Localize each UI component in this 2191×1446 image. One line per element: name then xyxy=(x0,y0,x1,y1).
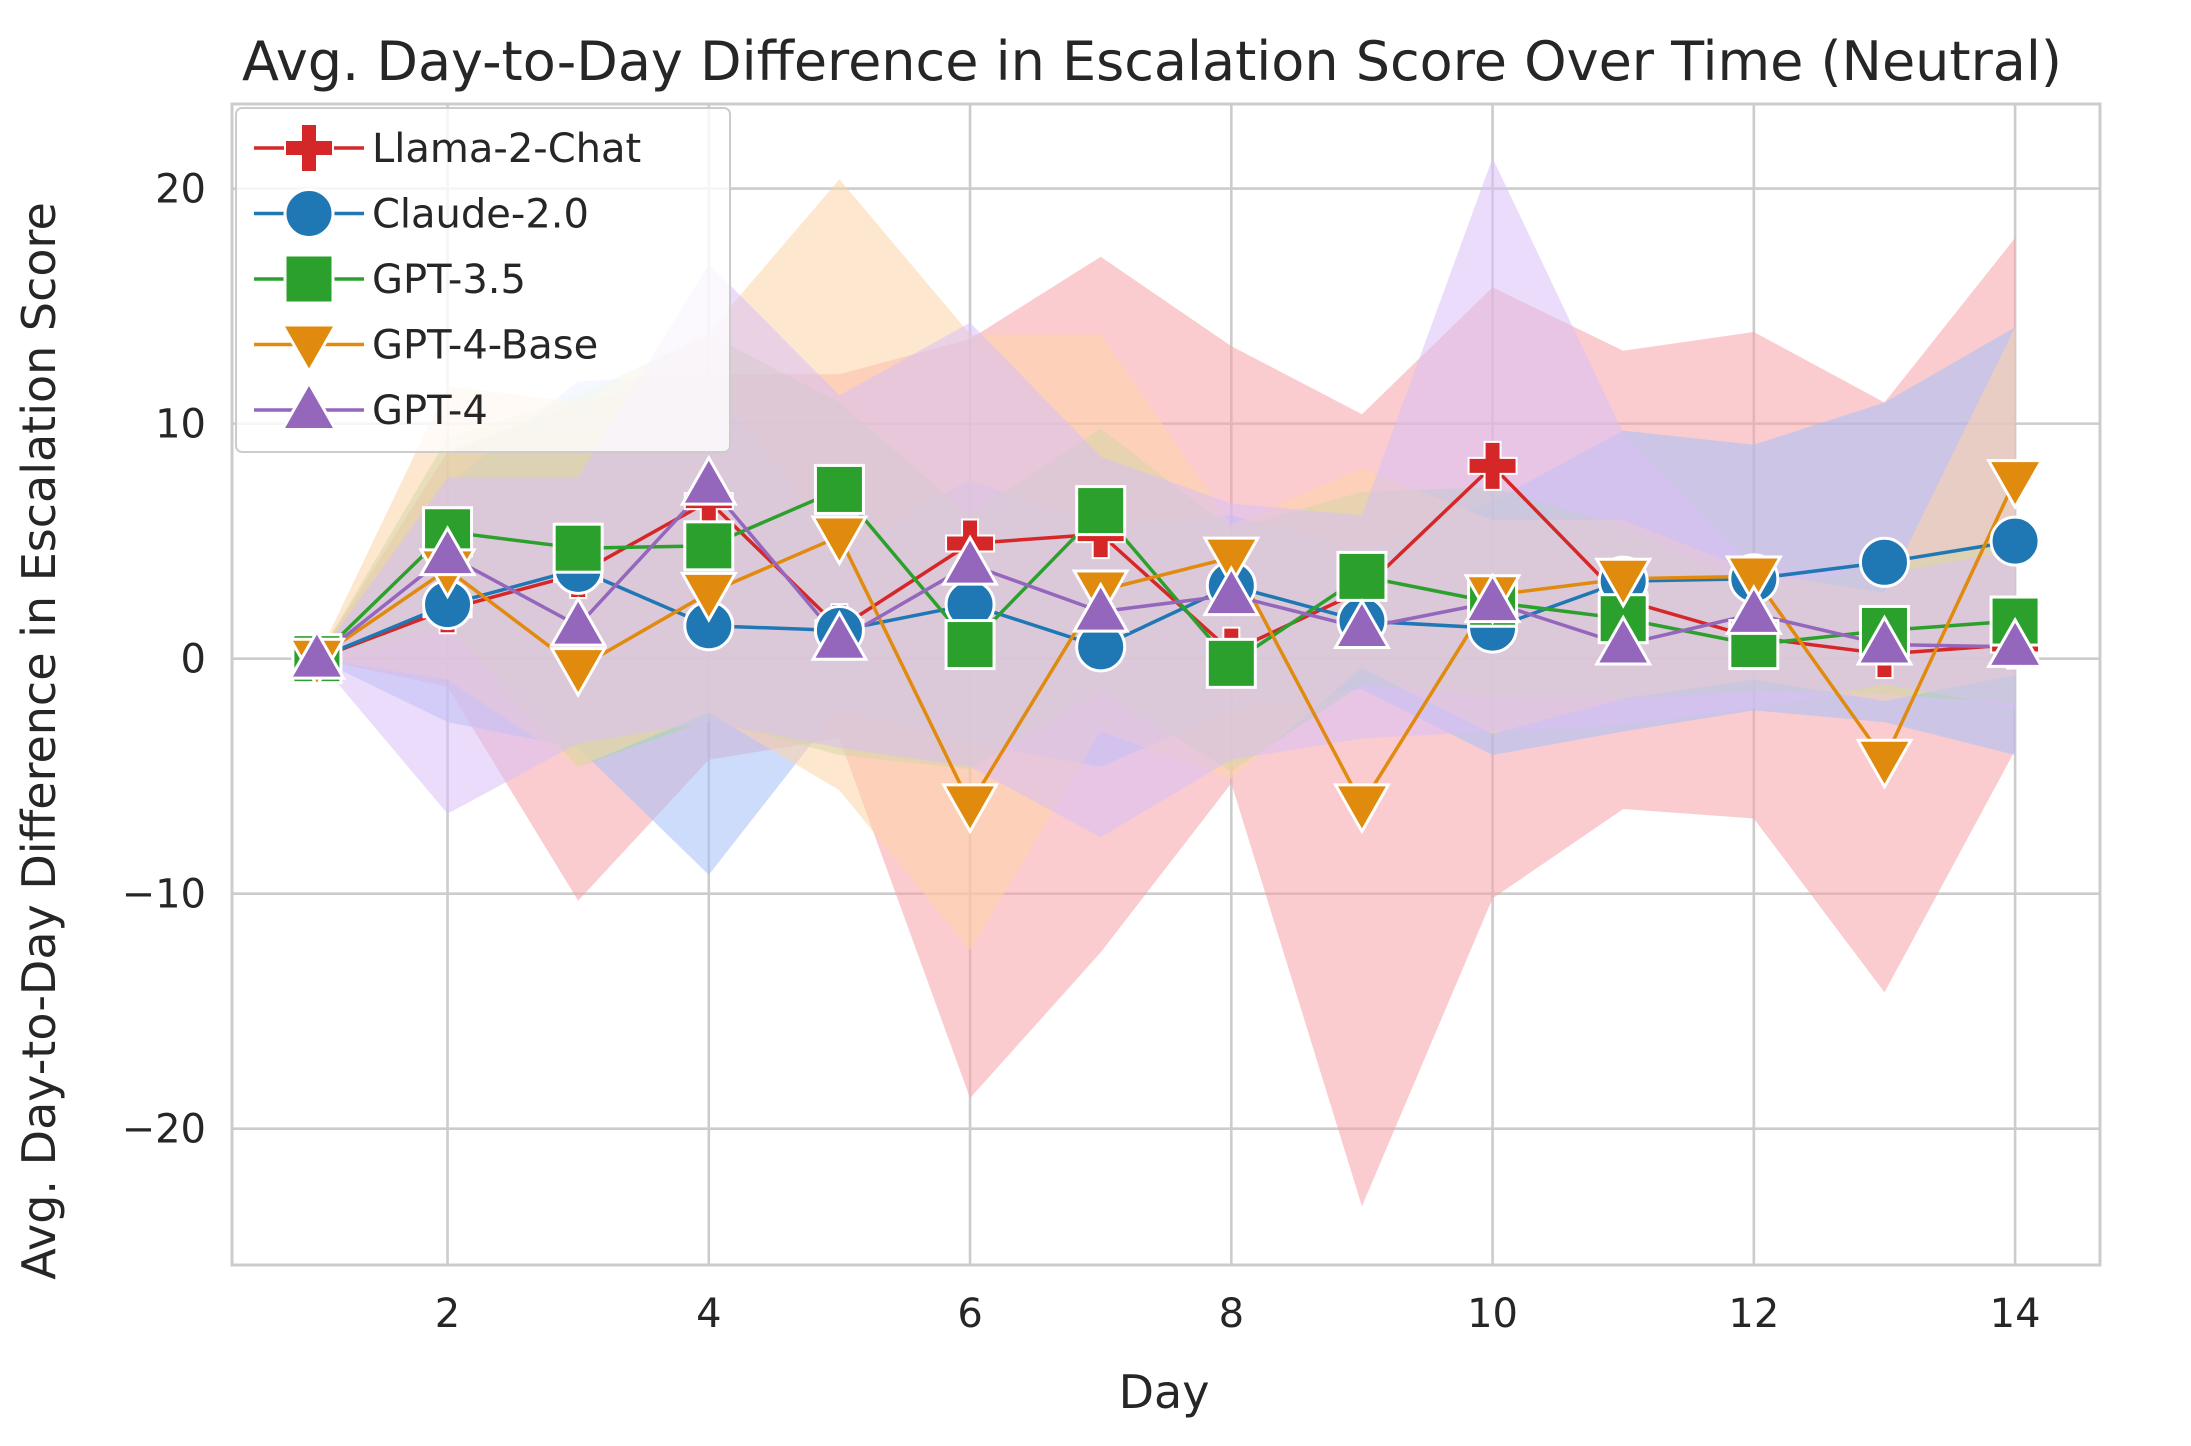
data-point-gpt-4 xyxy=(679,454,738,506)
legend-marker-gpt-3-5 xyxy=(283,253,335,305)
y-tick-label: −10 xyxy=(122,872,206,918)
legend: Llama-2-Chat Claude-2.0 GPT-3.5 GPT-4-Base G… xyxy=(235,107,731,453)
x-tick-label: 4 xyxy=(696,1291,721,1337)
data-point-gpt-3-5 xyxy=(813,463,865,515)
data-point-gpt-4-base xyxy=(549,647,608,699)
data-point-claude-2-0 xyxy=(1858,536,1910,588)
legend-label-gpt-4: GPT-4 xyxy=(372,388,488,434)
data-point-gpt-4-base xyxy=(941,783,1000,835)
data-point-gpt-4 xyxy=(1594,614,1653,666)
legend-marker-llama-2-chat xyxy=(284,123,334,173)
x-tick-label: 2 xyxy=(435,1291,460,1337)
legend-label-gpt-4-base: GPT-4-Base xyxy=(372,323,598,369)
x-axis-label: Day xyxy=(1119,1365,1210,1419)
data-point-gpt-4-base xyxy=(1202,536,1261,588)
chart-title: Avg. Day-to-Day Difference in Escalation… xyxy=(242,30,2062,93)
x-tick-label: 12 xyxy=(1728,1291,1779,1337)
data-point-gpt-4 xyxy=(549,595,608,647)
y-tick-label: −20 xyxy=(122,1107,206,1153)
y-tick-label: 0 xyxy=(181,637,206,683)
data-point-gpt-3-5 xyxy=(1075,485,1127,537)
data-point-gpt-4-base xyxy=(1594,557,1653,609)
legend-box xyxy=(235,107,731,453)
data-point-gpt-4 xyxy=(1332,598,1391,650)
data-point-gpt-4 xyxy=(1724,583,1783,635)
y-tick-labels: −20 −10 0 10 20 xyxy=(122,167,206,1153)
y-axis-label: Avg. Day-to-Day Difference in Escalation… xyxy=(12,202,66,1280)
data-point-gpt-4-base xyxy=(1855,738,1914,790)
series-markers xyxy=(287,440,2045,835)
data-point-gpt-4 xyxy=(810,609,869,661)
y-tick-label: 10 xyxy=(155,402,206,448)
data-point-gpt-4 xyxy=(1986,616,2045,668)
data-point-gpt-4 xyxy=(1463,572,1522,624)
legend-marker-gpt-4 xyxy=(279,379,339,431)
plot-frame xyxy=(230,102,2102,1267)
data-point-llama-2-chat xyxy=(1467,440,1518,491)
data-point-gpt-3-5 xyxy=(1336,550,1388,602)
legend-marker-claude-2-0 xyxy=(283,188,335,239)
data-point-gpt-4 xyxy=(1071,581,1130,633)
data-point-gpt-4-base xyxy=(1724,555,1783,607)
data-point-gpt-4 xyxy=(418,525,477,577)
data-point-gpt-4-base xyxy=(679,571,738,623)
data-point-gpt-4 xyxy=(1202,565,1261,617)
data-point-gpt-3-5 xyxy=(552,522,604,574)
x-tick-label: 10 xyxy=(1467,1291,1518,1337)
data-point-gpt-4-base xyxy=(1332,783,1391,835)
data-point-gpt-4 xyxy=(1855,614,1914,666)
legend-label-llama-2-chat: Llama-2-Chat xyxy=(372,126,641,172)
x-tick-label: 6 xyxy=(957,1291,982,1337)
data-point-gpt-4 xyxy=(941,534,1000,586)
data-point-gpt-3-5 xyxy=(683,520,735,572)
data-point-gpt-4-base xyxy=(810,515,869,567)
legend-label-gpt-3-5: GPT-3.5 xyxy=(372,257,526,303)
y-tick-label: 20 xyxy=(155,167,206,213)
legend-marker-gpt-4-base xyxy=(279,323,339,375)
x-tick-label: 14 xyxy=(1990,1291,2041,1337)
data-point-gpt-4 xyxy=(287,628,346,680)
x-tick-label: 8 xyxy=(1219,1291,1244,1337)
data-point-gpt-3-5 xyxy=(1205,637,1257,689)
data-point-claude-2-0 xyxy=(1989,515,2041,567)
confidence-bands xyxy=(316,158,2016,1207)
data-point-gpt-4-base xyxy=(1986,459,2045,511)
legend-label-claude-2-0: Claude-2.0 xyxy=(372,192,589,238)
x-tick-labels: 2 4 6 8 10 12 14 xyxy=(435,1291,2041,1337)
data-point-gpt-3-5 xyxy=(944,619,996,671)
confidence-band-gpt-4 xyxy=(316,158,2016,838)
